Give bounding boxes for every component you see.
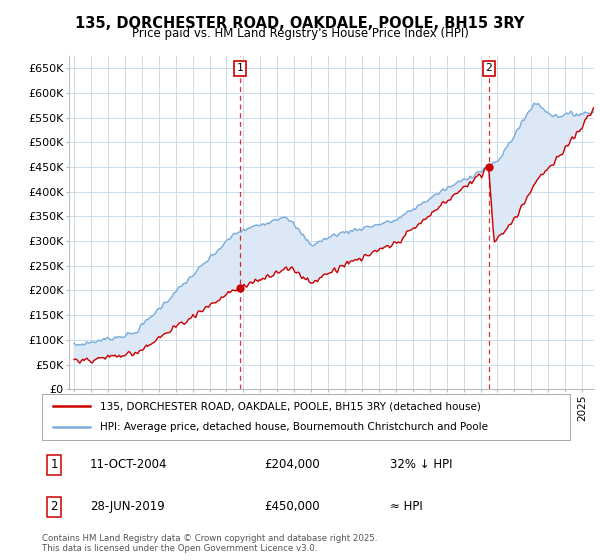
Text: 135, DORCHESTER ROAD, OAKDALE, POOLE, BH15 3RY (detached house): 135, DORCHESTER ROAD, OAKDALE, POOLE, BH… — [100, 401, 481, 411]
Text: 28-JUN-2019: 28-JUN-2019 — [90, 500, 165, 514]
Text: HPI: Average price, detached house, Bournemouth Christchurch and Poole: HPI: Average price, detached house, Bour… — [100, 422, 488, 432]
Text: 1: 1 — [50, 458, 58, 472]
Text: 11-OCT-2004: 11-OCT-2004 — [90, 458, 167, 472]
Text: Price paid vs. HM Land Registry's House Price Index (HPI): Price paid vs. HM Land Registry's House … — [131, 27, 469, 40]
Text: Contains HM Land Registry data © Crown copyright and database right 2025.
This d: Contains HM Land Registry data © Crown c… — [42, 534, 377, 553]
Text: 2: 2 — [485, 63, 492, 73]
Text: 2: 2 — [50, 500, 58, 514]
Text: 32% ↓ HPI: 32% ↓ HPI — [390, 458, 452, 472]
Text: ≈ HPI: ≈ HPI — [390, 500, 423, 514]
Text: 1: 1 — [236, 63, 243, 73]
Text: £450,000: £450,000 — [264, 500, 320, 514]
Text: £204,000: £204,000 — [264, 458, 320, 472]
Text: 135, DORCHESTER ROAD, OAKDALE, POOLE, BH15 3RY: 135, DORCHESTER ROAD, OAKDALE, POOLE, BH… — [76, 16, 524, 31]
